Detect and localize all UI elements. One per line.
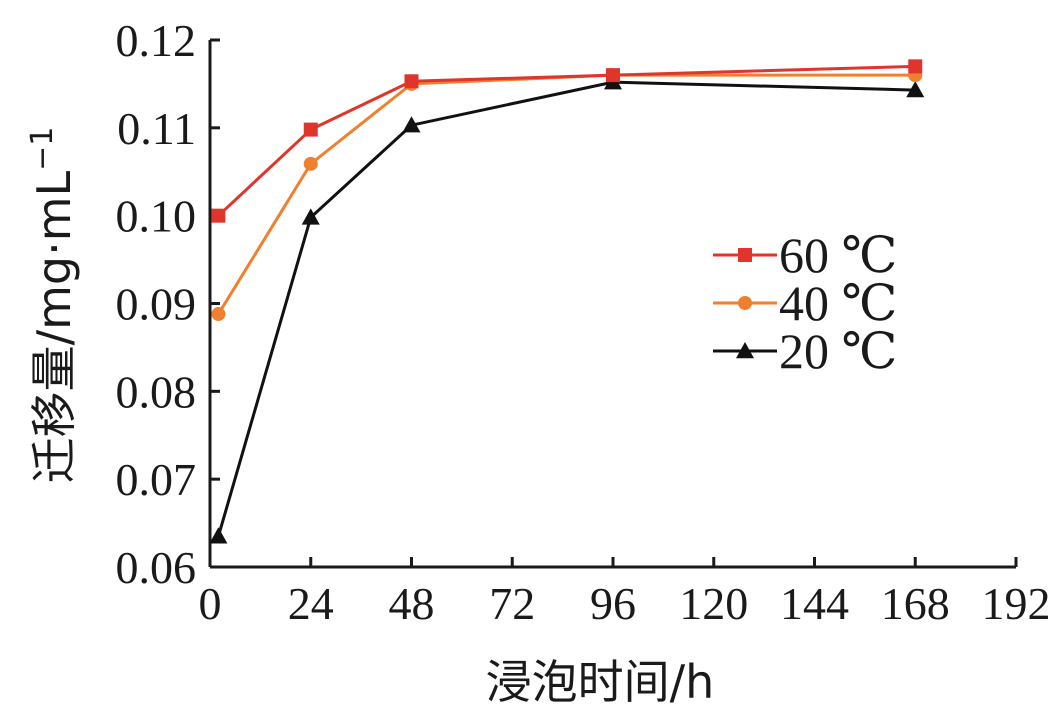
- y-tick-label: 0.09: [116, 279, 197, 330]
- x-tick-label: 168: [881, 578, 950, 629]
- ticks: 0 24 48 72 96 120 144 168 192 0.06 0.07 0.08 0.09 0.1…: [116, 15, 1051, 629]
- x-tick-label: 0: [199, 578, 222, 629]
- legend: 60 ℃40 ℃20 ℃: [713, 227, 897, 379]
- data-point: [906, 81, 925, 98]
- y-tick-label: 0.10: [116, 191, 197, 242]
- x-tick-label: 144: [780, 578, 849, 629]
- y-tick-label: 0.08: [116, 366, 197, 417]
- legend-marker: [738, 296, 752, 310]
- data-point: [301, 208, 320, 225]
- data-point: [908, 59, 923, 74]
- data-point: [303, 122, 318, 137]
- y-axis-title: 迁移量/mg·mL−1: [25, 127, 81, 484]
- y-axis-title-main: 迁移量/mg·mL: [27, 170, 81, 483]
- data-point: [404, 74, 419, 89]
- x-tick-label: 96: [590, 578, 636, 629]
- y-tick-label: 0.06: [116, 542, 197, 593]
- y-tick-label: 0.12: [116, 15, 197, 66]
- x-tick-label: 192: [982, 578, 1051, 629]
- y-axis-title-sup: −1: [25, 127, 60, 171]
- legend-label: 40 ℃: [779, 275, 897, 331]
- data-point: [402, 116, 421, 133]
- legend-label: 20 ℃: [779, 323, 897, 379]
- legend-label: 60 ℃: [779, 227, 897, 283]
- y-tick-label: 0.11: [117, 103, 196, 154]
- x-tick-label: 48: [389, 578, 435, 629]
- data-point: [606, 68, 620, 83]
- x-tick-label: 72: [489, 578, 535, 629]
- x-tick-label: 24: [288, 578, 334, 629]
- x-axis-title: 浸泡时间/h: [486, 655, 715, 709]
- x-tick-label: 120: [679, 578, 748, 629]
- data-point: [211, 307, 226, 322]
- series-group: [209, 73, 925, 544]
- y-tick-label: 0.07: [116, 454, 197, 505]
- legend-marker: [736, 342, 754, 359]
- series-layer: [209, 59, 925, 544]
- data-point: [209, 527, 228, 544]
- data-point: [303, 156, 318, 171]
- data-point: [211, 208, 226, 223]
- legend-marker: [738, 248, 752, 262]
- series-group: [211, 59, 923, 223]
